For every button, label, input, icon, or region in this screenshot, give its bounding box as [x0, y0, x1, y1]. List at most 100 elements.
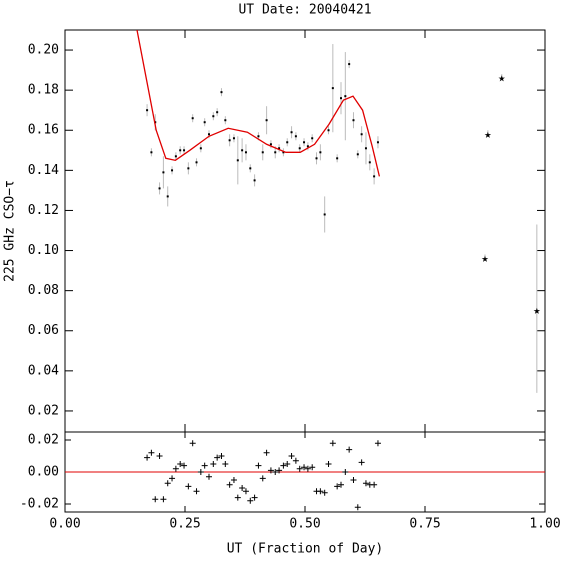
- point: [150, 151, 153, 154]
- point: [257, 135, 260, 138]
- y-tick-label: 0.16: [28, 123, 59, 138]
- residual: [342, 469, 349, 475]
- point: [162, 171, 165, 174]
- residual: [181, 462, 188, 469]
- residual: [296, 465, 303, 472]
- residual: [346, 446, 353, 453]
- residual: [362, 480, 369, 487]
- point: [360, 133, 363, 136]
- residual: [358, 459, 365, 466]
- fit-line: [136, 30, 381, 177]
- point: [319, 151, 322, 154]
- residual: [276, 467, 283, 474]
- point: [179, 149, 182, 152]
- point: [195, 161, 198, 164]
- point: [376, 141, 379, 144]
- point: [241, 149, 244, 152]
- x-tick-label: 0.75: [409, 517, 440, 532]
- residual: [148, 449, 155, 456]
- residual: [354, 504, 361, 511]
- residual: [185, 483, 192, 490]
- y-tick-label: 0.08: [28, 283, 59, 298]
- point: [286, 141, 289, 144]
- residual: [206, 473, 212, 480]
- residual-tick-label: 0.00: [28, 465, 59, 480]
- point: [261, 151, 264, 154]
- point: [348, 63, 351, 66]
- x-tick-label: 0.25: [169, 517, 200, 532]
- residual: [218, 453, 225, 459]
- point: [232, 137, 235, 140]
- point: [212, 115, 215, 118]
- point: [294, 135, 297, 138]
- residual: [172, 465, 179, 472]
- residual: [177, 461, 184, 467]
- residual: [239, 485, 246, 491]
- residual: [255, 462, 262, 469]
- residual: [321, 489, 328, 496]
- point: [315, 157, 318, 160]
- x-tick-label: 0.00: [49, 517, 80, 532]
- residual: [226, 481, 233, 488]
- y-tick-label: 0.20: [28, 43, 59, 58]
- point: [356, 153, 359, 156]
- point: [368, 161, 371, 164]
- residual: [234, 494, 241, 501]
- x-axis-label: UT (Fraction of Day): [227, 542, 384, 557]
- point: [352, 119, 355, 122]
- point: [158, 187, 161, 190]
- x-tick-label: 1.00: [529, 517, 560, 532]
- point: [364, 147, 367, 150]
- residual: [160, 496, 167, 503]
- y-tick-label: 0.18: [28, 83, 59, 98]
- residual: [251, 494, 258, 501]
- point: [236, 159, 239, 162]
- residual: [284, 461, 291, 467]
- residual: [214, 454, 221, 461]
- residual: [242, 488, 249, 495]
- residual: [301, 464, 308, 471]
- residual: [334, 483, 341, 490]
- residual: [309, 464, 316, 471]
- residual-tick-label: -0.02: [20, 497, 59, 512]
- point: [278, 147, 281, 150]
- point: [303, 141, 306, 144]
- residual: [152, 496, 159, 503]
- residual: [325, 461, 332, 467]
- point: [269, 143, 272, 146]
- residual: [193, 488, 200, 495]
- point: [216, 111, 219, 114]
- y-tick-label: 0.14: [28, 163, 59, 178]
- point: [282, 151, 285, 154]
- y-tick-label: 0.12: [28, 203, 59, 218]
- y-tick-label: 0.10: [28, 243, 59, 258]
- point: [228, 139, 231, 142]
- residual: [280, 462, 287, 469]
- outlier-point: ★: [533, 303, 540, 317]
- point: [344, 95, 347, 98]
- outlier-point: ★: [484, 127, 491, 141]
- point: [311, 137, 314, 140]
- residual: [197, 469, 204, 475]
- residual: [267, 467, 274, 474]
- point: [323, 213, 326, 216]
- residual: [222, 461, 229, 467]
- outlier-point: ★: [481, 251, 488, 265]
- residual: [374, 440, 381, 447]
- residual: [247, 497, 254, 504]
- point: [373, 175, 376, 178]
- residual: [292, 457, 299, 464]
- residual: [156, 453, 163, 459]
- point: [290, 131, 293, 134]
- residual: [317, 488, 324, 495]
- residual: [288, 453, 295, 459]
- residual: [272, 469, 279, 475]
- x-tick-label: 0.50: [289, 517, 320, 532]
- point: [166, 195, 169, 198]
- y-tick-label: 0.04: [28, 363, 59, 378]
- point: [171, 169, 174, 172]
- point: [224, 119, 227, 122]
- residual: [263, 449, 270, 456]
- point: [191, 117, 194, 120]
- point: [331, 87, 334, 90]
